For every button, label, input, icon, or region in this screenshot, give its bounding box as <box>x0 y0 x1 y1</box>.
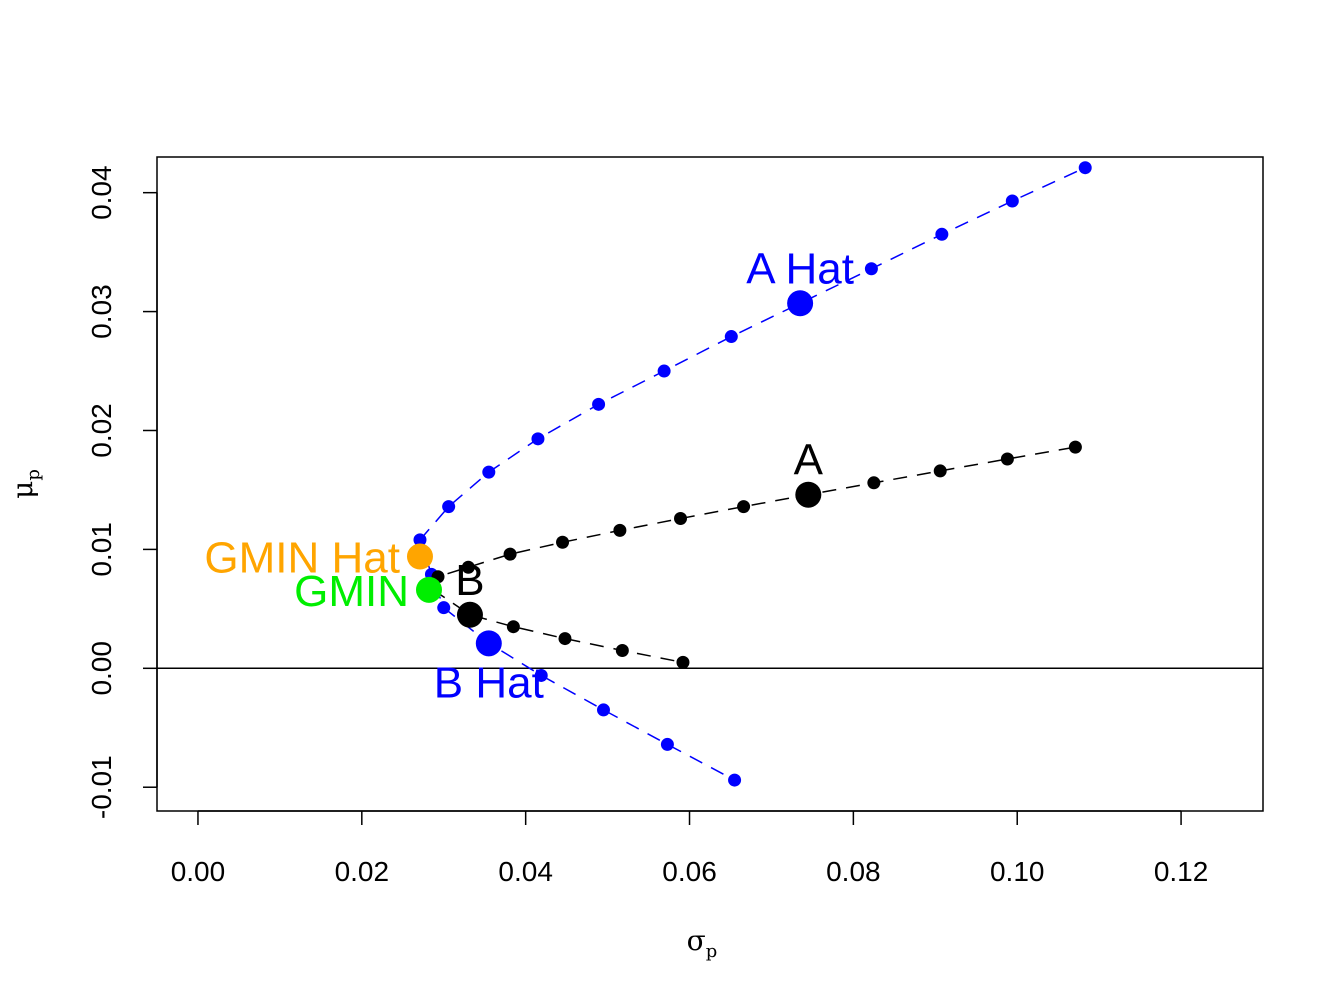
true_frontier-point <box>676 655 690 669</box>
a-point <box>795 481 822 508</box>
b-hat-label: B Hat <box>434 658 544 707</box>
b-hat-point <box>475 630 502 657</box>
estimated_frontier-point <box>413 533 427 547</box>
true_frontier-point <box>867 476 881 490</box>
true_frontier-point <box>1000 452 1014 466</box>
y-tick-label: 0.03 <box>86 284 117 339</box>
estimated_frontier-point <box>728 773 742 787</box>
estimated_frontier-point <box>724 330 738 344</box>
gmin-hat-point <box>406 543 433 570</box>
x-tick-label: 0.12 <box>1154 856 1209 887</box>
highlighted-portfolios <box>406 290 822 657</box>
x-axis-label: σp <box>687 924 718 962</box>
true_frontier-point <box>615 643 629 657</box>
true_frontier-point <box>737 500 751 514</box>
axis-ticks: 0.00 0.02 0.04 0.06 0.08 0.10 0.12 -0.01 0.00 0.0… <box>86 165 1263 887</box>
x-tick-label: 0.06 <box>662 856 717 887</box>
true_frontier-point <box>933 464 947 478</box>
b-label: B <box>455 556 484 605</box>
x-tick-label: 0.04 <box>498 856 553 887</box>
plot-frame <box>156 156 1264 812</box>
x-tick-label: 0.08 <box>826 856 881 887</box>
y-tick-label: 0.00 <box>86 641 117 696</box>
estimated_frontier-point <box>864 262 878 276</box>
estimated_frontier-point <box>482 465 496 479</box>
y-tick-label: 0.02 <box>86 403 117 458</box>
true_frontier-point <box>1068 440 1082 454</box>
estimated_frontier-point <box>592 397 606 411</box>
true_frontier-point <box>503 547 517 561</box>
true_frontier-point <box>461 560 475 574</box>
estimated_frontier-point <box>437 601 451 615</box>
gmin-label: GMIN <box>294 567 409 616</box>
estimated_frontier-point <box>1005 194 1019 208</box>
a-hat-point <box>787 290 814 317</box>
estimated_frontier-point <box>657 364 671 378</box>
estimated_frontier-line <box>419 539 735 781</box>
x-tick-label: 0.02 <box>335 856 390 887</box>
x-tick-label: 0.10 <box>990 856 1045 887</box>
estimated_frontier-point <box>660 737 674 751</box>
estimated_frontier-point <box>596 703 610 717</box>
true_frontier-point <box>674 511 688 525</box>
estimated_frontier-point <box>1078 161 1092 175</box>
y-tick-label: 0.04 <box>86 165 117 220</box>
estimated_frontier-point <box>935 227 949 241</box>
y-axis-label: μp <box>6 469 44 499</box>
y-tick-label: -0.01 <box>86 755 117 819</box>
true_frontier-line <box>432 446 1076 591</box>
estimated_frontier-point <box>442 500 456 514</box>
true_frontier-point <box>613 523 627 537</box>
a-label: A <box>794 436 824 485</box>
estimated_frontier-point <box>531 432 545 446</box>
estimated_frontier-point <box>534 668 548 682</box>
gmin-hat-label: GMIN Hat <box>204 534 400 583</box>
gmin-point <box>415 576 442 603</box>
b-point <box>456 601 483 628</box>
true_frontier-point <box>506 620 520 634</box>
x-tick-label: 0.00 <box>171 856 226 887</box>
true_frontier-point <box>558 632 572 646</box>
a-hat-label: A Hat <box>746 244 854 293</box>
true_frontier-point <box>556 535 570 549</box>
estimated_frontier-line <box>419 167 1086 541</box>
y-tick-label: 0.01 <box>86 522 117 577</box>
